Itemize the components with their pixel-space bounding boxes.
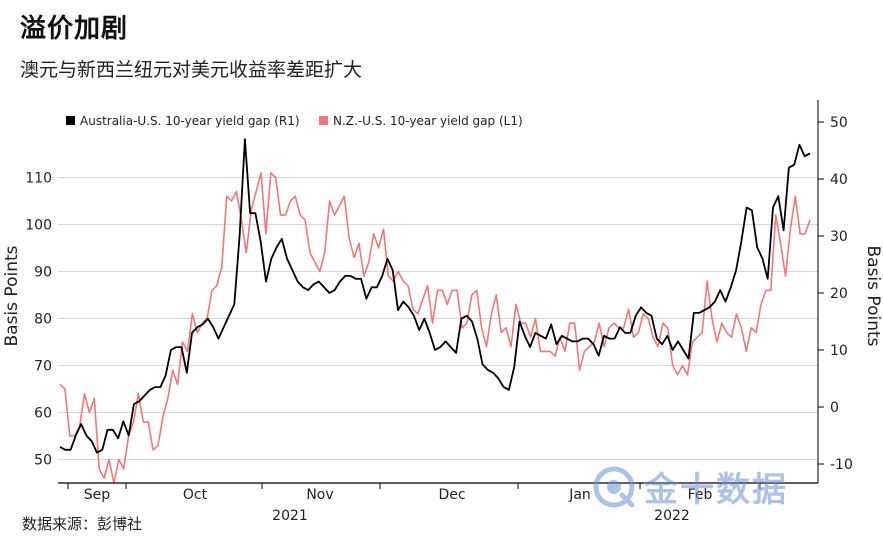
x-label-feb: Feb — [688, 487, 713, 503]
series-lines — [59, 138, 811, 484]
x-label-oct: Oct — [183, 487, 208, 503]
series-line-nz-us — [59, 172, 811, 484]
year-label-2021: 2021 — [272, 508, 308, 524]
right-tick-label-0: 0 — [830, 400, 839, 416]
x-label-jan: Jan — [568, 487, 591, 503]
left-tick-label-90: 90 — [34, 265, 52, 281]
legend-swatch-australia — [66, 116, 75, 125]
left-axis-title: Basis Points — [2, 245, 22, 346]
right-axis-tick-labels: -10 0 10 20 30 40 50 — [818, 115, 853, 473]
chart-subtitle: 澳元与新西兰纽元对美元收益率差距扩大 — [20, 59, 363, 81]
grid-lines — [58, 177, 818, 460]
data-source: 数据来源：彭博社 — [22, 515, 143, 533]
right-tick-label-30: 30 — [830, 229, 848, 245]
x-label-sep: Sep — [84, 487, 111, 503]
right-tick-label-10: 10 — [830, 343, 848, 359]
legend-swatch-nz — [319, 116, 328, 125]
left-tick-label-110: 110 — [25, 171, 52, 187]
watermark: 金十数据 — [592, 462, 788, 511]
left-axis-tick-labels: 50 60 70 80 90 100 110 — [25, 171, 52, 469]
left-tick-label-50: 50 — [34, 453, 52, 469]
legend-background — [62, 109, 540, 133]
right-tick-label-20: 20 — [830, 286, 848, 302]
watermark-text: 金十数据 — [644, 470, 788, 510]
left-tick-label-100: 100 — [25, 218, 52, 234]
legend-label-nz: N.Z.-U.S. 10-year yield gap (L1) — [333, 114, 523, 128]
x-label-dec: Dec — [438, 487, 465, 503]
legend-label-australia: Australia-U.S. 10-year yield gap (R1) — [80, 114, 300, 128]
left-tick-label-80: 80 — [34, 312, 52, 328]
series-line-australia-us — [59, 138, 811, 454]
right-axis-title: Basis Points — [863, 246, 883, 347]
chart-title: 溢价加剧 — [20, 14, 129, 44]
jin10-logo-icon — [593, 466, 635, 507]
left-tick-label-60: 60 — [34, 406, 52, 422]
right-tick-label-40: 40 — [830, 172, 848, 188]
x-label-nov: Nov — [306, 487, 333, 503]
year-label-2022: 2022 — [654, 508, 690, 524]
x-tick-marks — [67, 483, 761, 489]
legend: Australia-U.S. 10-year yield gap (R1) N.… — [62, 109, 540, 133]
left-tick-label-70: 70 — [34, 359, 52, 375]
right-tick-label--10: -10 — [830, 457, 853, 473]
right-tick-label-50: 50 — [830, 115, 848, 131]
x-axis-month-labels: Sep Oct Nov Dec Jan Feb — [84, 487, 713, 503]
